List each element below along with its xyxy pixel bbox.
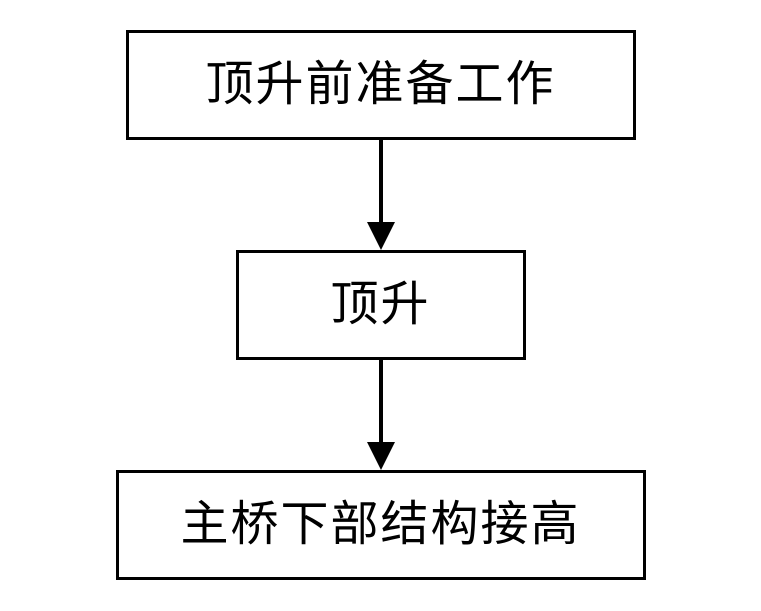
- arrow-line-icon: [379, 140, 383, 222]
- arrow-1-to-2: [367, 140, 395, 250]
- arrow-line-icon: [379, 360, 383, 442]
- flowchart-node-step1: 顶升前准备工作: [126, 30, 636, 140]
- flowchart-node-step2: 顶升: [236, 250, 526, 360]
- flowchart-container: 顶升前准备工作 顶升 主桥下部结构接高: [116, 30, 646, 580]
- flowchart-node-step3: 主桥下部结构接高: [116, 470, 646, 580]
- node-label: 主桥下部结构接高: [180, 501, 580, 549]
- arrow-head-icon: [367, 222, 395, 250]
- node-label: 顶升: [330, 281, 430, 329]
- node-label: 顶升前准备工作: [205, 61, 555, 109]
- arrow-head-icon: [367, 442, 395, 470]
- arrow-2-to-3: [367, 360, 395, 470]
